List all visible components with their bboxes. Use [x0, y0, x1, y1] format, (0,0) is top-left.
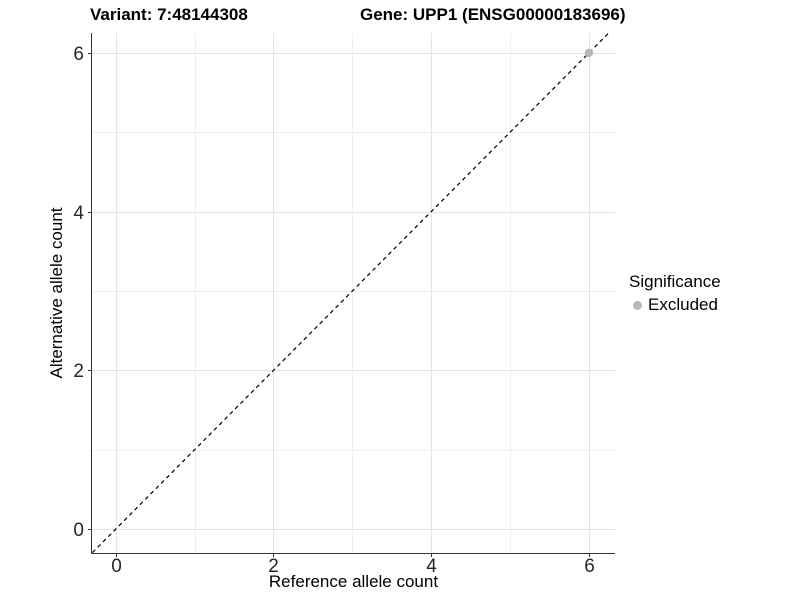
- y-tick-label: 4: [73, 203, 84, 224]
- y-tick-label: 6: [73, 44, 84, 65]
- data-point: [584, 48, 594, 58]
- x-tick-label: 0: [111, 556, 122, 577]
- x-tick-label: 4: [426, 556, 437, 577]
- legend-item-excluded: Excluded: [633, 295, 721, 315]
- x-axis-title: Reference allele count: [268, 572, 439, 591]
- y-tick-label: 0: [73, 520, 84, 541]
- panel-background: [92, 33, 615, 553]
- plot-title-gene: Gene: UPP1 (ENSG00000183696): [360, 5, 626, 24]
- legend-item-label: Excluded: [648, 295, 718, 314]
- legend-title: Significance: [629, 272, 721, 291]
- legend-key-dot-icon: [633, 300, 642, 310]
- identity-line: [92, 33, 610, 553]
- legend: Significance Excluded: [629, 272, 721, 315]
- y-axis-title: Alternative allele count: [47, 207, 66, 379]
- y-tick-label: 2: [73, 361, 84, 382]
- x-tick-label: 6: [584, 556, 595, 577]
- plot-title-variant: Variant: 7:48144308: [90, 5, 248, 24]
- x-tick-label: 2: [268, 556, 279, 577]
